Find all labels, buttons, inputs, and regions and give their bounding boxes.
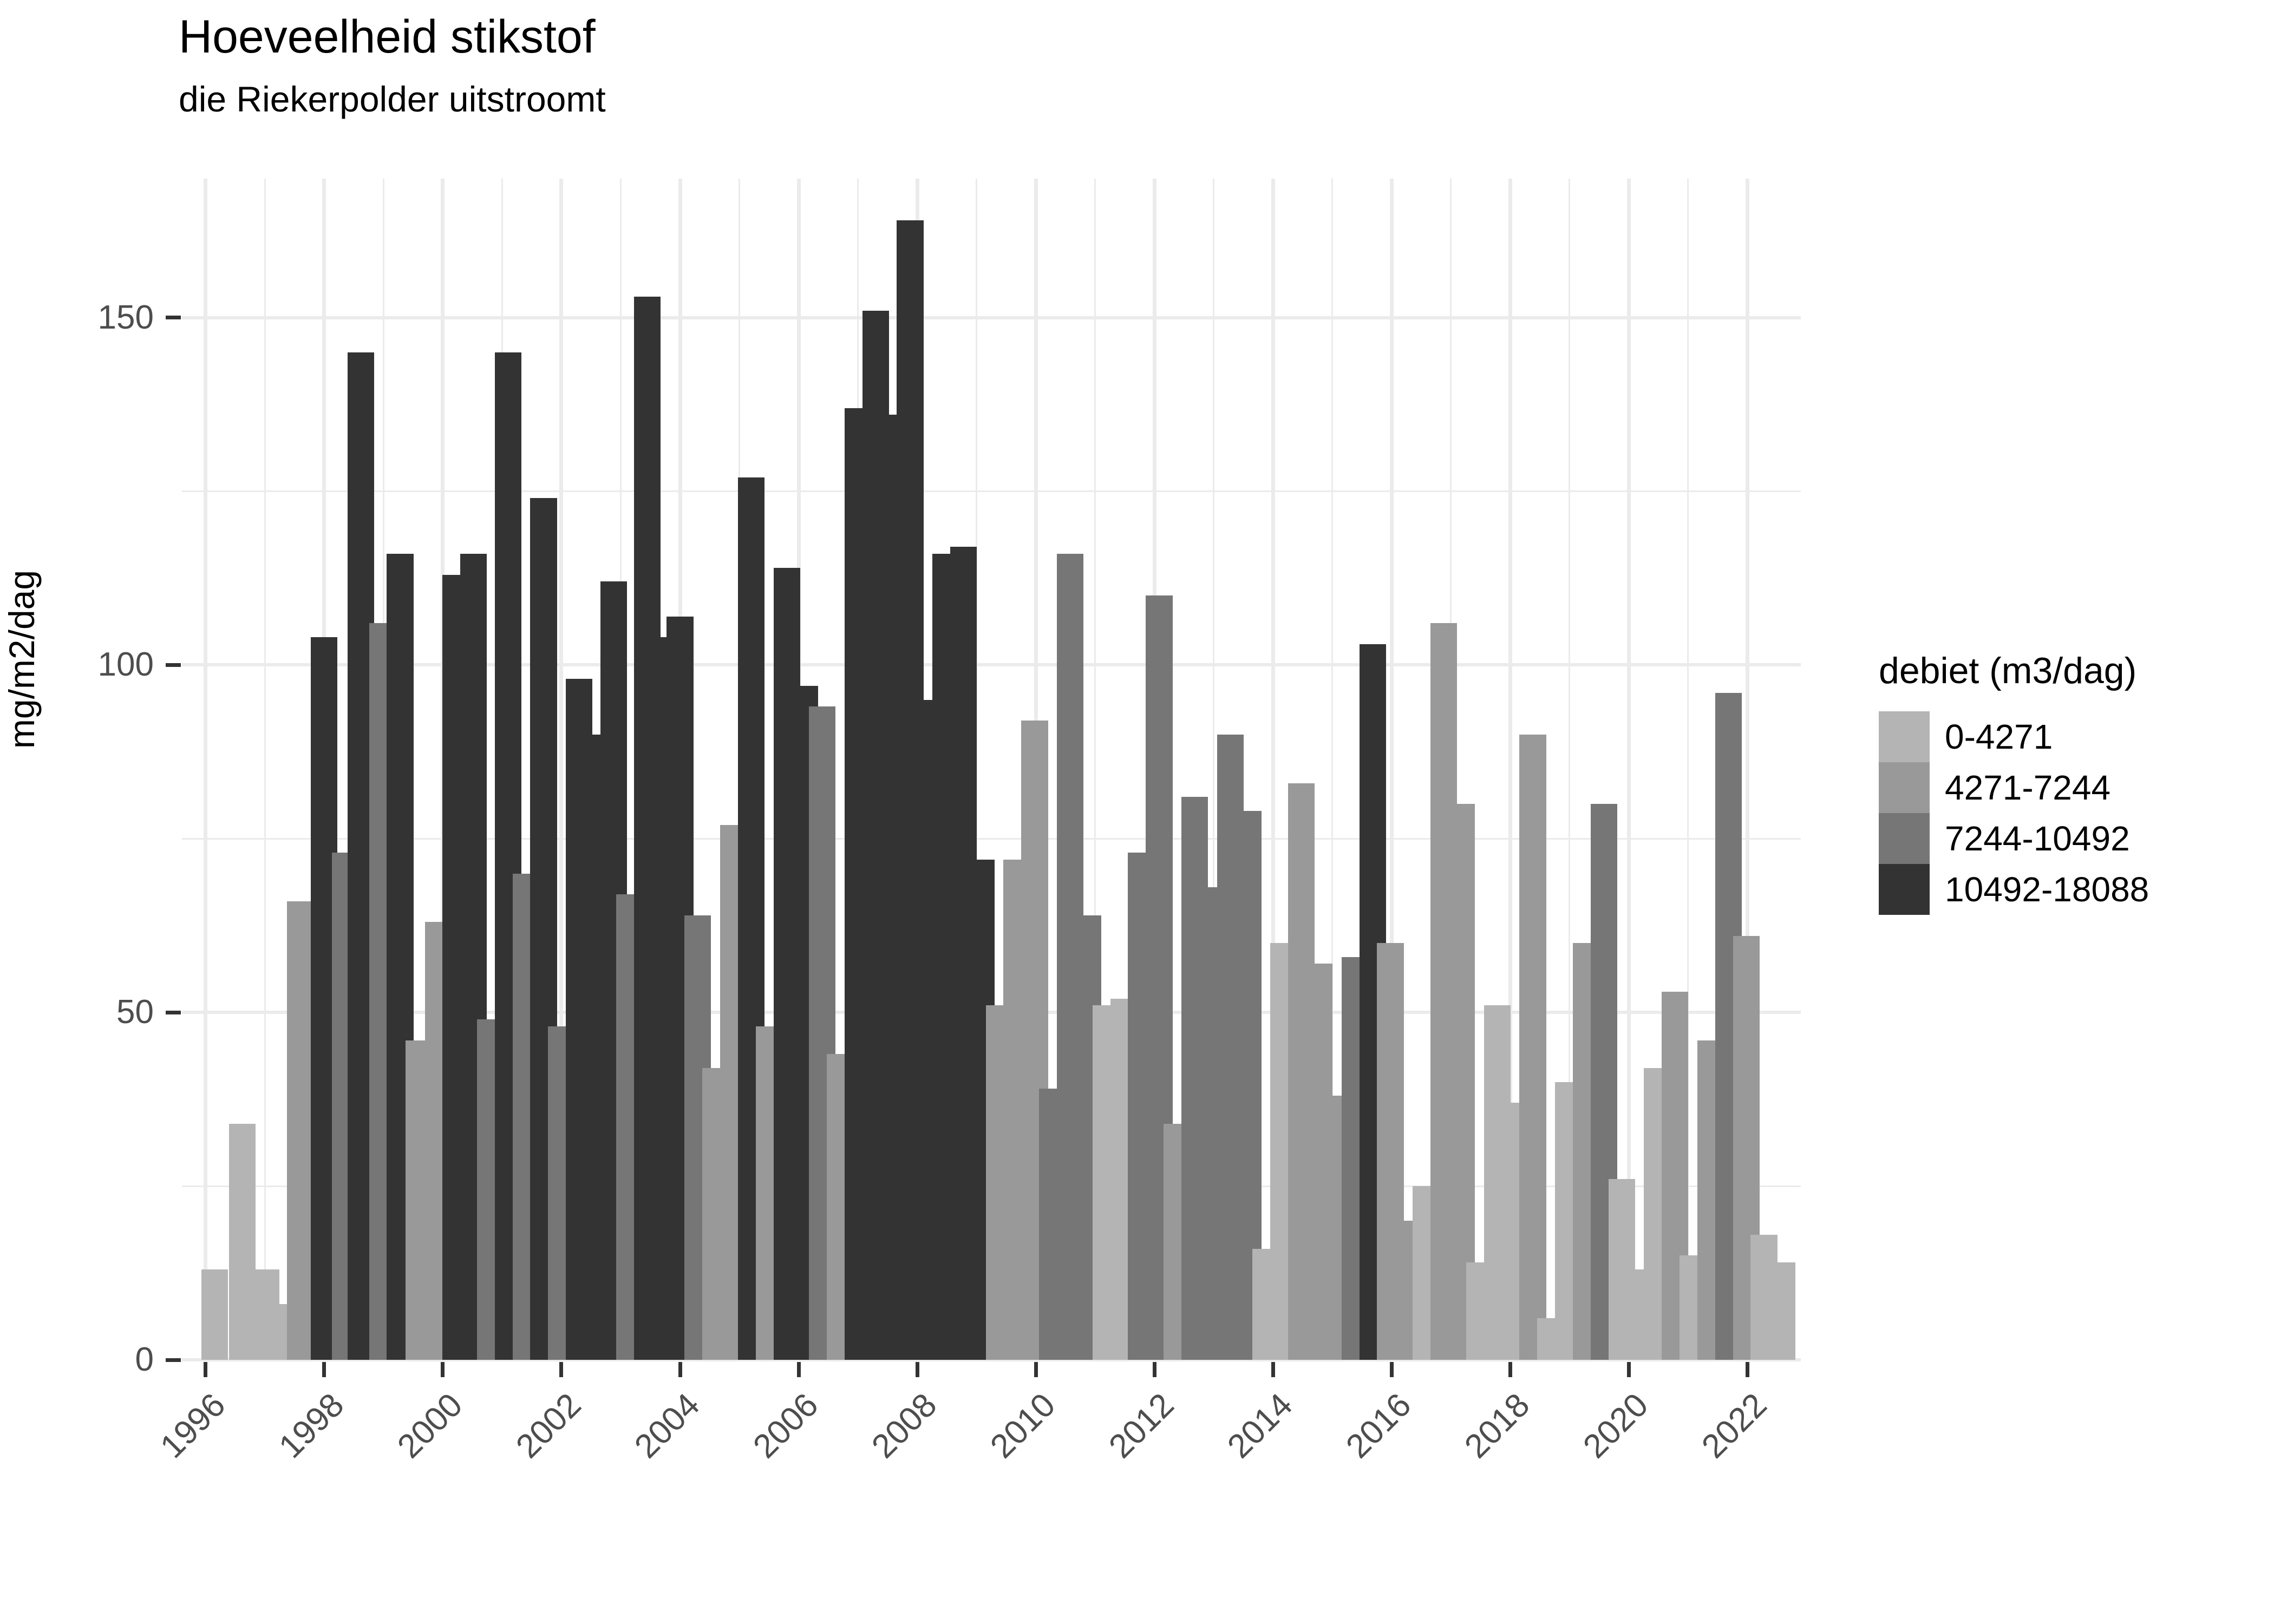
gridline-x-major <box>1271 179 1275 1360</box>
legend-item[interactable]: 7244-10492 <box>1879 813 2258 864</box>
legend-item-label: 4271-7244 <box>1945 768 2111 807</box>
legend-item-label: 10492-18088 <box>1945 870 2149 909</box>
x-tick-mark <box>1152 1362 1156 1377</box>
x-tick-mark <box>1389 1362 1394 1377</box>
x-tick-mark <box>1271 1362 1275 1377</box>
gridline-x-major <box>1626 179 1631 1360</box>
x-tick-label: 2016 <box>1339 1386 1419 1466</box>
y-tick-label: 50 <box>116 993 154 1031</box>
legend-color-swatch <box>1879 864 1930 915</box>
gridline-x-major <box>559 179 564 1360</box>
legend-color-swatch <box>1879 813 1930 864</box>
bar <box>201 1269 228 1360</box>
x-tick-mark <box>204 1362 208 1377</box>
legend-items: 0-4271 4271-7244 7244-10492 10492-18088 <box>1879 711 2258 915</box>
x-tick-label: 2012 <box>1102 1386 1181 1466</box>
x-tick-mark <box>559 1362 564 1377</box>
x-tick-label: 2020 <box>1576 1386 1656 1466</box>
y-axis-label: mg/m2/dag <box>2 569 42 749</box>
legend-title: debiet (m3/dag) <box>1879 650 2137 691</box>
legend-item[interactable]: 0-4271 <box>1879 711 2258 762</box>
x-tick-label: 2014 <box>1220 1386 1300 1466</box>
legend-item-label: 7244-10492 <box>1945 819 2130 858</box>
x-tick-mark <box>1626 1362 1631 1377</box>
x-tick-label: 2022 <box>1695 1386 1774 1466</box>
gridline-x-minor <box>1687 179 1689 1360</box>
x-tick-mark <box>1745 1362 1749 1377</box>
x-tick-label: 2018 <box>1458 1386 1537 1466</box>
x-tick-mark <box>441 1362 445 1377</box>
gridline-x-minor <box>1213 179 1215 1360</box>
gridline-x-minor <box>1094 179 1096 1360</box>
x-tick-label: 2008 <box>865 1386 944 1466</box>
chart-subtitle: die Riekerpolder uitstroomt <box>179 79 606 119</box>
y-tick-label: 100 <box>97 646 154 684</box>
legend: debiet (m3/dag) 0-4271 4271-7244 7244-1049… <box>1879 650 2258 915</box>
x-tick-mark <box>915 1362 919 1377</box>
legend-item[interactable]: 4271-7244 <box>1879 762 2258 813</box>
gridline-x-minor <box>1331 179 1334 1360</box>
legend-color-swatch <box>1879 762 1930 813</box>
x-tick-mark <box>322 1362 326 1377</box>
legend-item[interactable]: 10492-18088 <box>1879 864 2258 915</box>
y-tick-label: 0 <box>135 1341 154 1378</box>
legend-color-swatch <box>1879 711 1930 762</box>
gridline-y-minor <box>182 490 1801 493</box>
gridline-y-minor <box>182 837 1801 840</box>
x-tick-label: 2002 <box>509 1386 589 1466</box>
y-tick-mark <box>166 1010 181 1014</box>
plot-panel <box>182 179 1801 1361</box>
bar <box>229 1123 256 1360</box>
x-tick-label: 2010 <box>983 1386 1063 1466</box>
gridline-x-major <box>1389 179 1394 1360</box>
x-tick-label: 1996 <box>153 1386 233 1466</box>
y-tick-mark <box>166 663 181 667</box>
x-tick-mark <box>1034 1362 1038 1377</box>
x-tick-mark <box>678 1362 682 1377</box>
y-tick-mark <box>166 1358 181 1362</box>
x-tick-mark <box>1508 1362 1512 1377</box>
gridline-x-major <box>1745 179 1749 1360</box>
x-tick-label: 2000 <box>390 1386 470 1466</box>
gridline-y-major <box>182 316 1801 319</box>
bar <box>1768 1262 1795 1360</box>
bar <box>1519 734 1546 1360</box>
x-tick-mark <box>796 1362 801 1377</box>
gridline-y-major <box>182 1358 1801 1361</box>
gridline-x-major <box>204 179 208 1360</box>
bar <box>287 901 314 1360</box>
chart-title: Hoeveelheid stikstof <box>179 11 596 63</box>
x-tick-label: 2004 <box>628 1386 707 1466</box>
gridline-x-major <box>1508 179 1512 1360</box>
x-tick-label: 2006 <box>746 1386 826 1466</box>
gridline-y-major <box>182 663 1801 667</box>
x-tick-label: 1998 <box>272 1386 351 1466</box>
gridline-x-minor <box>1569 179 1571 1360</box>
bar-series <box>182 179 1801 1360</box>
legend-item-label: 0-4271 <box>1945 717 2053 756</box>
gridline-x-minor <box>264 179 266 1360</box>
y-tick-label: 150 <box>97 298 154 336</box>
y-tick-mark <box>166 316 181 320</box>
